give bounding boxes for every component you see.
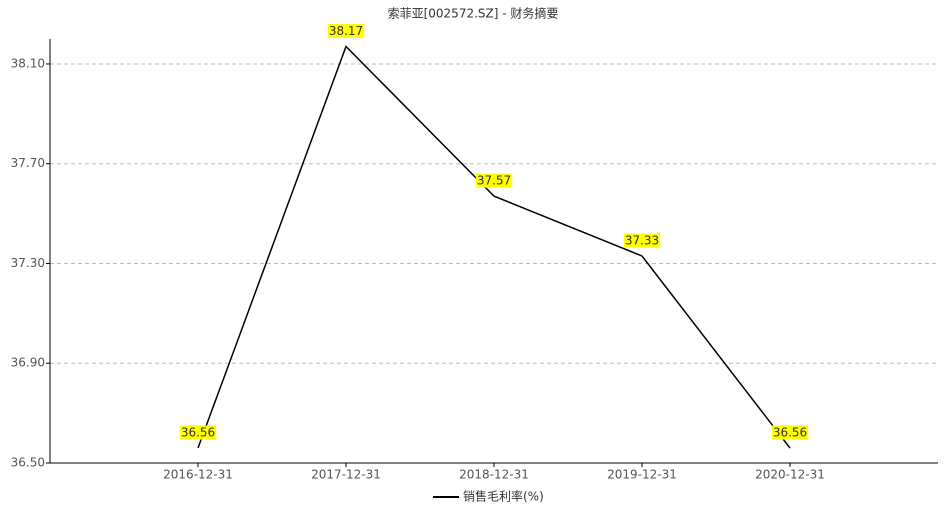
data-label-bg bbox=[327, 23, 365, 38]
data-label-text: 38.17 bbox=[329, 24, 363, 38]
x-tick-label: 2019-12-31 bbox=[607, 468, 677, 482]
data-label-text: 37.33 bbox=[625, 233, 659, 247]
data-label: 38.17 bbox=[327, 23, 365, 38]
x-tick-label: 2020-12-31 bbox=[755, 468, 825, 482]
data-label-text: 37.57 bbox=[477, 174, 511, 188]
y-tick-label: 37.70 bbox=[11, 156, 45, 170]
y-tick-label: 38.10 bbox=[11, 56, 45, 70]
data-label: 36.56 bbox=[771, 425, 809, 440]
data-label-bg bbox=[771, 425, 809, 440]
y-tick-label: 36.90 bbox=[11, 356, 45, 370]
data-label-bg bbox=[475, 173, 513, 188]
data-label: 36.56 bbox=[179, 425, 217, 440]
x-tick-label: 2018-12-31 bbox=[459, 468, 529, 482]
y-tick-label: 36.50 bbox=[11, 456, 45, 470]
legend-label: 销售毛利率(%) bbox=[463, 489, 544, 504]
data-label-bg bbox=[623, 233, 661, 248]
data-label-text: 36.56 bbox=[181, 426, 215, 440]
x-tick-label: 2016-12-31 bbox=[163, 468, 233, 482]
data-label: 37.33 bbox=[623, 233, 661, 248]
data-label: 37.57 bbox=[475, 173, 513, 188]
x-tick-label: 2017-12-31 bbox=[311, 468, 381, 482]
y-tick-label: 37.30 bbox=[11, 256, 45, 270]
chart-title: 索菲亚[002572.SZ] - 财务摘要 bbox=[388, 6, 559, 21]
data-label-text: 36.56 bbox=[773, 426, 807, 440]
data-label-bg bbox=[179, 425, 217, 440]
line bbox=[197, 45, 791, 449]
